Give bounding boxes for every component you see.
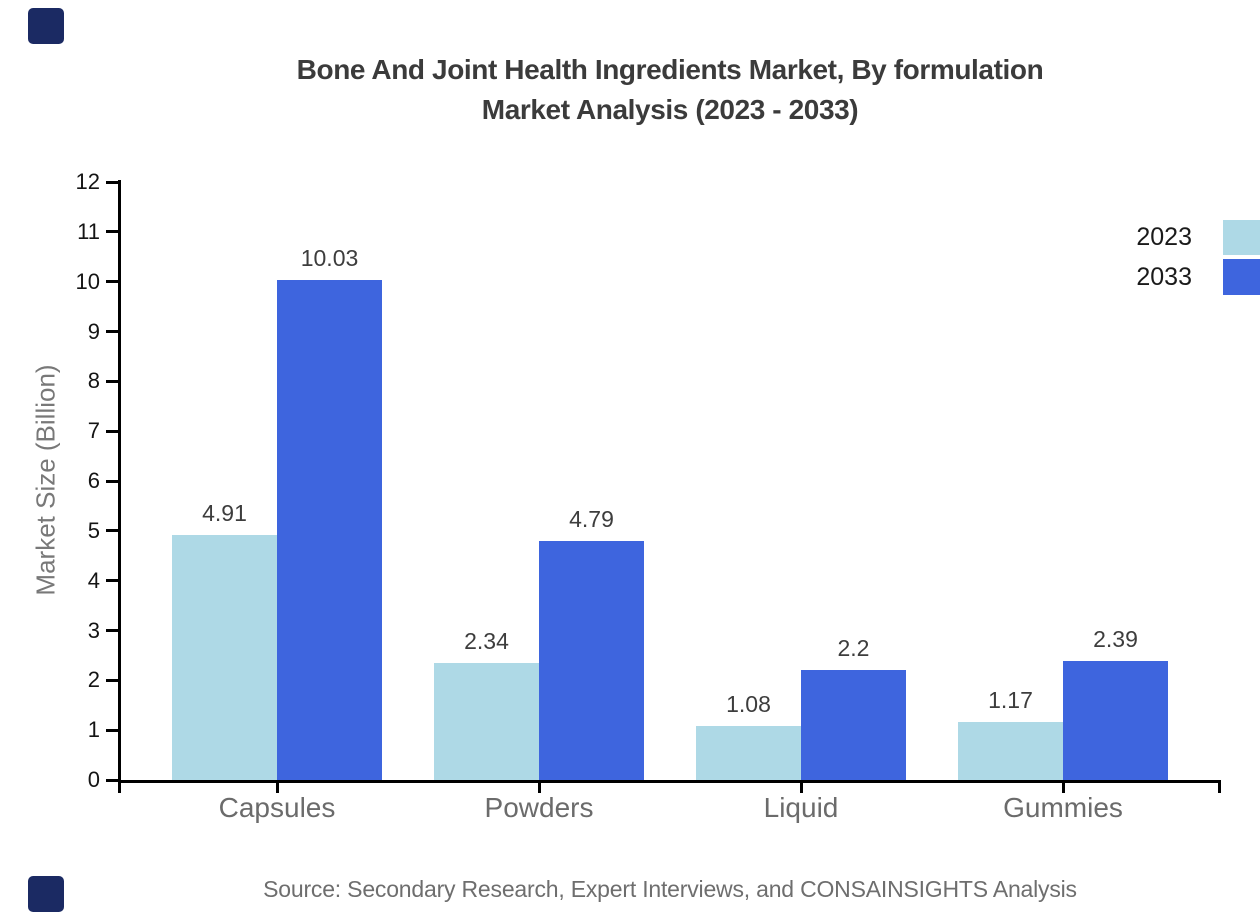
x-axis-end-tick (1218, 783, 1221, 793)
source-note: Source: Secondary Research, Expert Inter… (263, 876, 1077, 902)
y-tick-3 (106, 629, 118, 632)
y-tick-label-2: 2 (87, 667, 100, 693)
bar-2023-powders (434, 663, 539, 780)
brand-mark-top-left-icon (28, 8, 64, 44)
bar-2033-gummies (1063, 660, 1168, 780)
x-category-powders: Powders (484, 792, 594, 823)
y-tick-12 (106, 180, 118, 184)
legend-label-2023: 2023 (1136, 223, 1192, 251)
y-tick-7 (106, 429, 118, 433)
y-tick-4 (106, 579, 118, 583)
bar-value-2023-liquid: 1.08 (726, 691, 771, 718)
plot-area: 4.91 10.03 2.34 4.79 1.08 2.2 1.17 2.39 (120, 182, 1220, 780)
y-tick-9 (106, 330, 118, 333)
x-axis-line (118, 780, 1221, 783)
legend-swatch-2023 (1223, 220, 1260, 255)
y-axis-line (118, 180, 121, 793)
y-tick-5 (106, 529, 118, 533)
y-tick-label-12: 12 (75, 169, 100, 194)
bar-value-2033-gummies: 2.39 (1093, 625, 1138, 652)
bar-value-2033-liquid: 2.2 (837, 635, 870, 662)
bar-2033-liquid (801, 670, 906, 780)
bar-value-2033-powders: 4.79 (569, 506, 614, 533)
legend-label-2033: 2033 (1136, 263, 1192, 291)
chart-title-line1: Bone And Joint Health Ingredients Market… (296, 54, 1044, 85)
chart-title-line2: Market Analysis (2023 - 2033) (481, 94, 859, 125)
legend-swatch-2033 (1223, 259, 1260, 295)
y-tick-label-6: 6 (87, 468, 100, 493)
bar-value-2023-capsules: 4.91 (202, 500, 247, 527)
y-tick-6 (106, 479, 118, 483)
y-tick-0 (106, 778, 118, 782)
bar-2023-capsules (172, 535, 277, 780)
y-tick-label-10: 10 (75, 268, 100, 294)
bar-value-2023-powders: 2.34 (464, 628, 509, 655)
x-category-gummies: Gummies (1003, 792, 1123, 823)
y-tick-11 (106, 230, 118, 234)
bar-2023-gummies (958, 721, 1063, 780)
bar-2033-powders (539, 541, 644, 780)
y-tick-1 (106, 728, 118, 732)
x-category-capsules: Capsules (218, 792, 336, 823)
y-tick-label-9: 9 (87, 318, 100, 344)
x-tick-powders (537, 783, 541, 793)
y-tick-2 (106, 678, 118, 682)
x-tick-gummies (1061, 783, 1065, 793)
bar-value-2033-capsules: 10.03 (300, 245, 359, 272)
y-tick-10 (106, 280, 118, 284)
chart-title: Bone And Joint Health Ingredients Market… (120, 50, 1220, 130)
bar-2023-liquid (696, 726, 801, 780)
y-tick-label-8: 8 (87, 368, 100, 394)
bar-2033-capsules (277, 280, 382, 780)
y-tick-8 (106, 379, 118, 383)
x-tick-capsules (275, 783, 279, 793)
y-tick-label-0: 0 (87, 767, 100, 792)
y-tick-label-7: 7 (87, 418, 100, 444)
x-tick-liquid (799, 783, 803, 793)
y-tick-label-11: 11 (77, 218, 100, 244)
bar-value-2023-gummies: 1.17 (988, 686, 1033, 713)
brand-mark-bottom-left-icon (28, 876, 64, 912)
y-tick-label-1: 1 (87, 717, 100, 743)
y-tick-label-5: 5 (87, 517, 100, 543)
y-tick-label-3: 3 (87, 617, 100, 643)
y-tick-label-4: 4 (87, 567, 100, 593)
x-category-liquid: Liquid (763, 792, 839, 823)
